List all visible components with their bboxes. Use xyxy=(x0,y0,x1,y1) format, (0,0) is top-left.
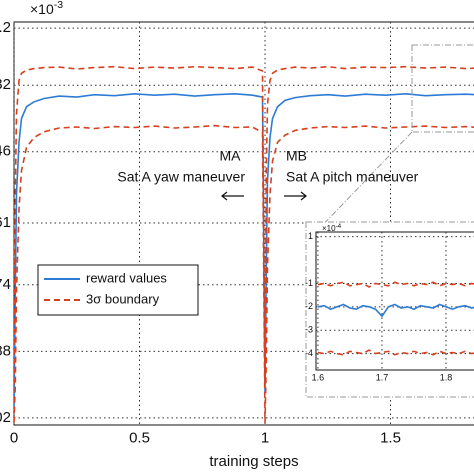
y-tick-label: -0.32 xyxy=(0,76,11,93)
inset-chart: 1-1-2-3-41.6 1.7 1.8×10-4 xyxy=(305,223,474,382)
annotation: Sat A pitch maneuver xyxy=(286,169,419,185)
annotation: Sat A yaw maneuver xyxy=(117,169,245,185)
zoom-box xyxy=(411,44,474,133)
arrows xyxy=(221,191,307,201)
series-group xyxy=(317,281,474,356)
multiplier-base: ×10 xyxy=(30,1,54,17)
y-multiplier: ×10-4 xyxy=(322,223,342,234)
series-line xyxy=(317,349,474,356)
zoom-connector xyxy=(315,131,413,233)
x-tick-label: 1 xyxy=(261,429,269,446)
series-line xyxy=(317,303,474,318)
multiplier-exponent: -3 xyxy=(54,0,63,11)
x-tick-label: 0.5 xyxy=(129,429,150,446)
multiplier-base: ×10 xyxy=(322,224,336,233)
legend-label: reward values xyxy=(86,270,167,285)
series-group xyxy=(14,65,474,423)
y-tick-label: -0.61 xyxy=(0,214,11,231)
x-axis-label: training steps xyxy=(209,453,298,470)
y-tick-label: -0.88 xyxy=(0,342,11,359)
series-line xyxy=(317,281,474,288)
y-tick-label: -1.02 xyxy=(0,409,11,426)
y-tick-label: -1 xyxy=(305,278,313,288)
plot-frame xyxy=(315,231,474,371)
series-line xyxy=(14,124,474,423)
y-tick-label: -0.74 xyxy=(0,276,11,293)
legend: reward values 3σ boundary xyxy=(37,264,199,316)
multiplier-exponent: -4 xyxy=(336,223,342,230)
y-tick-label: -0.46 xyxy=(0,143,11,160)
y-tick-label: -4 xyxy=(305,348,313,358)
y-tick-label: -0.2 xyxy=(0,19,11,36)
y-multiplier: ×10-3 xyxy=(30,0,63,17)
x-tick-label: 0 xyxy=(10,429,18,446)
y-tick-label: -2 xyxy=(305,301,313,311)
y-tick-label: 1 xyxy=(308,231,313,241)
legend-label: 3σ boundary xyxy=(86,291,160,306)
x-tick-label: 1.8 xyxy=(440,372,453,382)
x-tick-label: 1.6 xyxy=(312,372,325,382)
annotation: MA xyxy=(220,148,242,164)
x-tick-label: 1.5 xyxy=(380,429,401,446)
x-tick-label: 1.7 xyxy=(376,372,389,382)
annotation: MB xyxy=(286,148,307,164)
y-tick-label: -3 xyxy=(305,325,313,335)
